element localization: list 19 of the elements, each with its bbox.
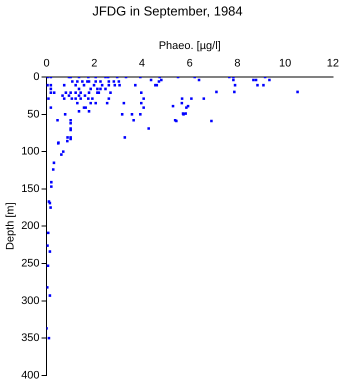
y-tick-label: 250 [21,258,40,270]
y-tick-label: 50 [27,108,40,120]
y-tick-label: 0 [33,71,40,84]
y-tick-label: 150 [21,182,40,195]
x-axis-title: Phaeo. [µg/l] [158,40,221,52]
x-tick-label: 10 [279,57,292,70]
chart-title: JFDG in September, 1984 [92,3,243,18]
x-tick-label: 6 [186,57,193,70]
x-tick-label: 2 [91,57,98,70]
x-tick-label: 0 [43,57,50,70]
x-tick-label: 4 [138,57,146,70]
y-tick-label: 200 [21,220,40,232]
x-tick-label: 8 [234,57,240,70]
x-tick-label: 12 [326,57,340,70]
y-tick-label: 350 [21,332,40,344]
y-tick-label: 400 [21,369,40,382]
y-axis-title: Depth [m] [4,202,17,250]
y-tick-label: 300 [21,294,40,307]
y-tick-label: 100 [21,146,40,158]
